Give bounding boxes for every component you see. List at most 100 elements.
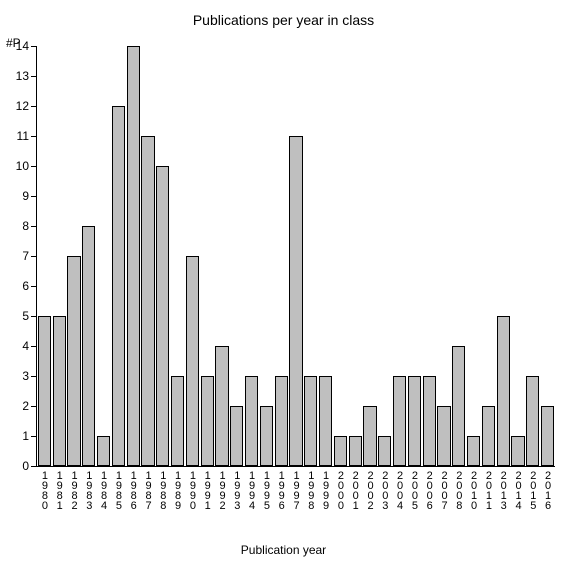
bar — [319, 376, 332, 466]
bar — [156, 166, 169, 466]
bar — [482, 406, 495, 466]
y-tick — [31, 226, 37, 227]
y-tick — [31, 286, 37, 287]
bar — [393, 376, 406, 466]
y-tick — [31, 466, 37, 467]
bar — [275, 376, 288, 466]
x-tick-label: 2004 — [394, 470, 405, 510]
y-tick — [31, 436, 37, 437]
y-tick — [31, 166, 37, 167]
y-tick — [31, 196, 37, 197]
bar — [334, 436, 347, 466]
bar — [304, 376, 317, 466]
bar — [97, 436, 110, 466]
bar — [541, 406, 554, 466]
y-tick-label: 3 — [22, 369, 29, 383]
y-tick-label: 8 — [22, 219, 29, 233]
chart-title: Publications per year in class — [0, 12, 567, 28]
y-tick — [31, 256, 37, 257]
y-tick — [31, 46, 37, 47]
y-tick-label: 11 — [17, 129, 29, 143]
bar — [260, 406, 273, 466]
y-tick-label: 0 — [22, 459, 29, 473]
y-tick-label: 9 — [22, 189, 29, 203]
y-tick — [31, 106, 37, 107]
x-axis-label: Publication year — [0, 543, 567, 557]
y-tick — [31, 376, 37, 377]
bar — [423, 376, 436, 466]
bar — [511, 436, 524, 466]
x-tick-label: 1996 — [276, 470, 287, 510]
y-tick — [31, 346, 37, 347]
y-tick-label: 6 — [22, 279, 29, 293]
bar — [141, 136, 154, 466]
bar — [378, 436, 391, 466]
x-tick-label: 1985 — [113, 470, 124, 510]
y-tick-label: 14 — [16, 39, 29, 53]
x-tick-label: 2013 — [498, 470, 509, 510]
x-tick-label: 1993 — [231, 470, 242, 510]
x-tick-label: 1983 — [83, 470, 94, 510]
bar — [186, 256, 199, 466]
plot-area: 0123456789101112131419801981198219831984… — [36, 46, 555, 467]
x-tick-label: 2008 — [453, 470, 464, 510]
y-tick-label: 1 — [22, 429, 29, 443]
bar — [497, 316, 510, 466]
bar — [201, 376, 214, 466]
y-tick — [31, 76, 37, 77]
x-tick-label: 1982 — [69, 470, 80, 510]
bar — [467, 436, 480, 466]
chart-container: Publications per year in class #P 012345… — [0, 0, 567, 567]
x-tick-label: 2006 — [424, 470, 435, 510]
x-tick-label: 1986 — [128, 470, 139, 510]
x-tick-label: 2015 — [527, 470, 538, 510]
x-tick-label: 2001 — [350, 470, 361, 510]
y-tick-label: 4 — [22, 339, 29, 353]
bar — [67, 256, 80, 466]
bar — [112, 106, 125, 466]
y-tick-label: 5 — [22, 309, 29, 323]
bar — [437, 406, 450, 466]
x-tick-label: 2014 — [513, 470, 524, 510]
x-tick-label: 1999 — [320, 470, 331, 510]
x-tick-label: 1990 — [187, 470, 198, 510]
x-tick-label: 2000 — [335, 470, 346, 510]
x-tick-label: 2010 — [468, 470, 479, 510]
x-tick-label: 1987 — [143, 470, 154, 510]
x-tick-label: 2003 — [379, 470, 390, 510]
bar — [171, 376, 184, 466]
x-tick-label: 1980 — [39, 470, 50, 510]
y-tick — [31, 136, 37, 137]
x-tick-label: 1995 — [261, 470, 272, 510]
x-tick-label: 1998 — [305, 470, 316, 510]
x-tick-label: 1997 — [291, 470, 302, 510]
bar — [215, 346, 228, 466]
y-tick-label: 12 — [16, 99, 29, 113]
x-tick-label: 2016 — [542, 470, 553, 510]
y-tick-label: 10 — [16, 159, 29, 173]
bar — [526, 376, 539, 466]
x-tick-label: 1981 — [54, 470, 65, 510]
y-tick-label: 13 — [16, 69, 29, 83]
y-tick-label: 7 — [22, 249, 29, 263]
x-tick-label: 1994 — [246, 470, 257, 510]
x-tick-label: 2005 — [409, 470, 420, 510]
bar — [38, 316, 51, 466]
bar — [289, 136, 302, 466]
bar — [452, 346, 465, 466]
bar — [363, 406, 376, 466]
bar — [245, 376, 258, 466]
y-tick — [31, 406, 37, 407]
bar — [82, 226, 95, 466]
bar — [127, 46, 140, 466]
x-tick-label: 1991 — [202, 470, 213, 510]
x-tick-label: 1989 — [172, 470, 183, 510]
x-tick-label: 2002 — [365, 470, 376, 510]
bar — [230, 406, 243, 466]
bar — [408, 376, 421, 466]
y-tick-label: 2 — [22, 399, 29, 413]
y-tick — [31, 316, 37, 317]
x-tick-label: 2007 — [439, 470, 450, 510]
x-tick-label: 1988 — [157, 470, 168, 510]
x-tick-label: 2011 — [483, 470, 494, 510]
